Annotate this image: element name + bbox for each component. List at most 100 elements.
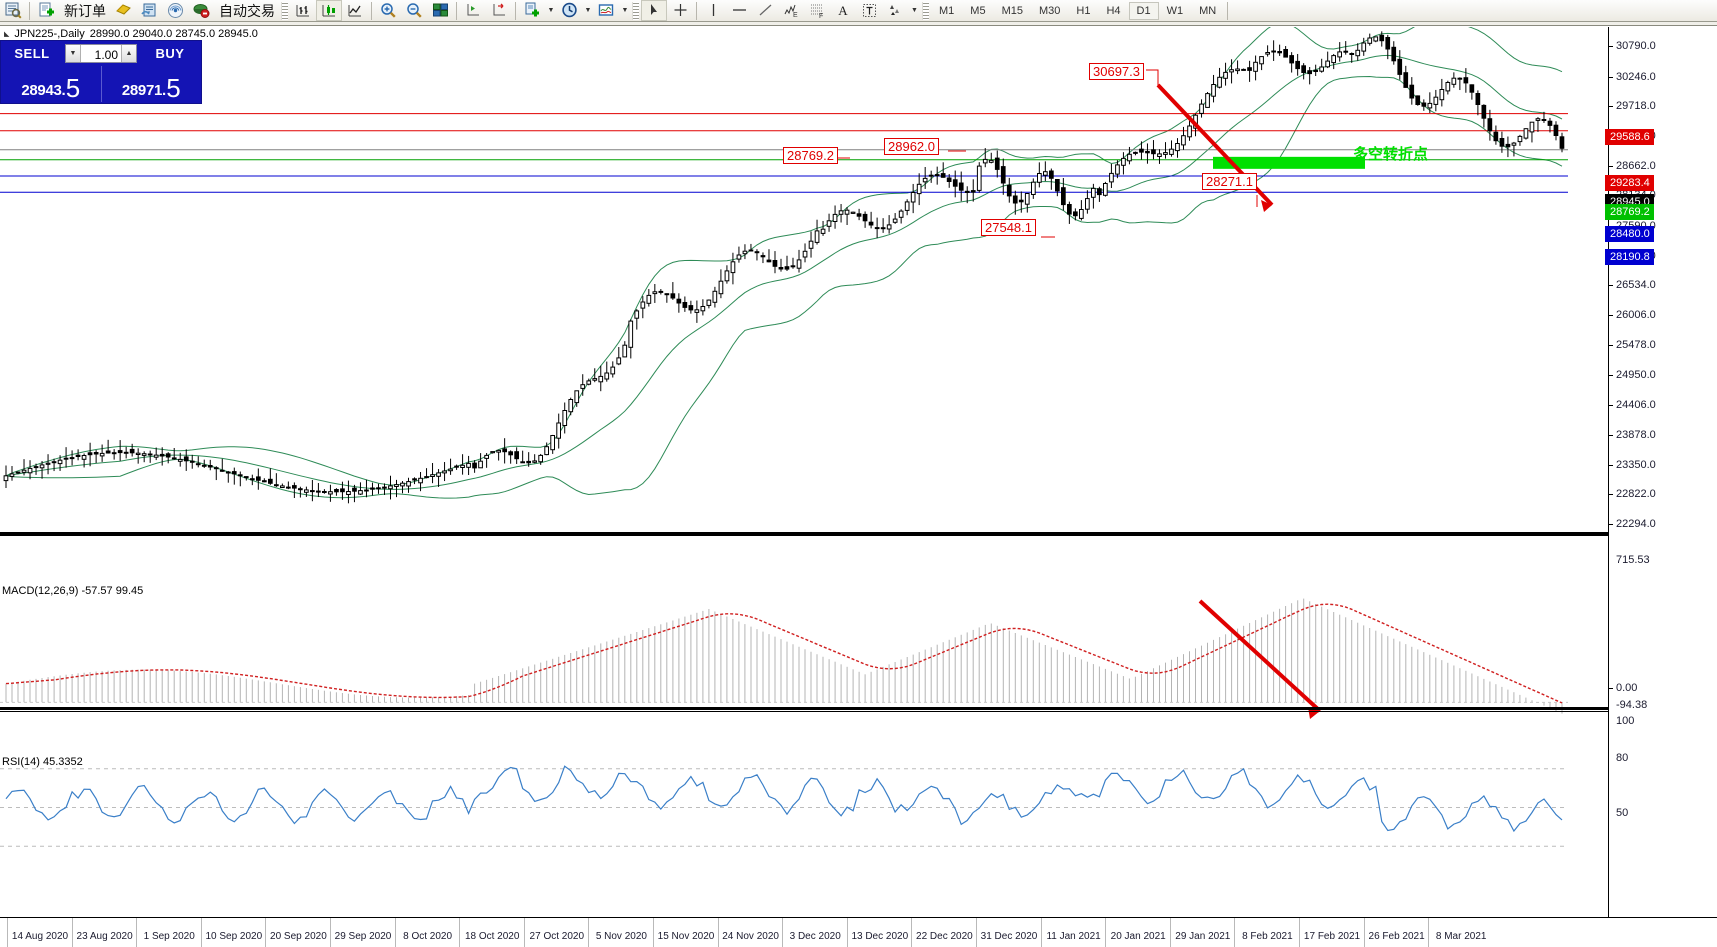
price-tag[interactable]: 29283.4: [1605, 175, 1654, 191]
price-scale[interactable]: 30790.030246.029718.029190.028662.028134…: [1605, 27, 1717, 917]
rsi-label: RSI(14) 45.3352: [2, 756, 83, 768]
time-tick-label: 24 Nov 2020: [722, 931, 779, 942]
templates-icon[interactable]: [593, 0, 619, 21]
new-order-label[interactable]: 新订单: [64, 3, 106, 20]
price-tick-label: 24406.0: [1616, 399, 1656, 412]
buy-price-dot: .: [162, 82, 167, 99]
price-tick-label: 26534.0: [1616, 279, 1656, 292]
periods-icon[interactable]: [556, 0, 582, 21]
vertical-line-icon[interactable]: [700, 0, 726, 21]
price-tag[interactable]: 28480.0: [1605, 226, 1654, 242]
toolbar-grip[interactable]: [922, 1, 929, 20]
price-tag[interactable]: 29588.6: [1605, 129, 1654, 145]
rsi-tick-label: 100: [1616, 715, 1635, 727]
time-tick: [200, 918, 202, 947]
zoom-in-icon[interactable]: [375, 0, 401, 21]
time-tick-label: 1 Sep 2020: [143, 931, 195, 942]
macd-chart-svg: [0, 598, 1568, 719]
toolbar-grip[interactable]: [632, 1, 639, 20]
toolbar-grip[interactable]: [281, 1, 288, 20]
timeframe-m15[interactable]: M15: [1001, 4, 1023, 17]
indicator-dropdown-icon[interactable]: ▼: [547, 7, 555, 14]
annotation-chinese-note[interactable]: 多空转折点: [1353, 145, 1429, 163]
price-pane[interactable]: [0, 27, 1608, 532]
price-tick: [1609, 106, 1613, 108]
sell-button[interactable]: SELL: [14, 46, 50, 61]
shapes-dropdown-icon[interactable]: ▼: [911, 7, 918, 14]
time-tick: [782, 918, 784, 947]
time-tick-label: 8 Oct 2020: [403, 931, 453, 942]
volume-decrease-icon[interactable]: ▼: [66, 45, 81, 62]
time-tick-label: 8 Feb 2021: [1242, 931, 1293, 942]
toolbar-separator: [456, 1, 457, 20]
expert-advisors-icon[interactable]: [136, 0, 162, 21]
timeframe-m1[interactable]: M1: [939, 4, 955, 17]
timeframe-m5[interactable]: M5: [970, 4, 986, 17]
volume-increase-icon[interactable]: ▲: [121, 45, 136, 62]
time-axis[interactable]: 14 Aug 2020 23 Aug 2020 1 Sep 2020 10 Sep 2…: [0, 917, 1717, 947]
add-indicator-icon[interactable]: [519, 0, 545, 21]
buy-price[interactable]: 28971. 5: [102, 66, 202, 102]
fibonacci-icon[interactable]: F: [804, 0, 830, 21]
timeframe-d1[interactable]: D1: [1128, 1, 1159, 20]
line-chart-icon[interactable]: [342, 0, 368, 21]
time-tick-label: 29 Jan 2021: [1175, 931, 1231, 942]
chart-container[interactable]: MACD(12,26,9) -57.57 99.45 RSI(14) 45.33…: [0, 27, 1717, 947]
crosshair-icon[interactable]: [667, 0, 693, 21]
price-tick-label: 30246.0: [1616, 70, 1656, 83]
zoom-out-icon[interactable]: [401, 0, 427, 21]
time-tick-label: 20 Jan 2021: [1110, 931, 1166, 942]
periods-dropdown-icon[interactable]: ▼: [584, 7, 592, 14]
elliott-wave-icon[interactable]: E: [778, 0, 804, 21]
time-tick-label: 14 Aug 2020: [11, 931, 69, 942]
autotrading-label[interactable]: 自动交易: [219, 3, 275, 20]
price-tag[interactable]: 28769.2: [1605, 204, 1654, 220]
annotation-peak[interactable]: 30697.3: [1089, 63, 1144, 80]
symbol-ohlc: 28990.0 29040.0 28745.0 28945.0: [89, 27, 258, 40]
time-tick-label: 17 Feb 2021: [1303, 931, 1361, 942]
tile-windows-icon[interactable]: [427, 0, 453, 21]
text-label-icon[interactable]: [856, 0, 882, 21]
timeframe-h4[interactable]: H4: [1106, 4, 1121, 17]
metaeditor-icon[interactable]: [110, 0, 136, 21]
buy-button[interactable]: BUY: [155, 46, 185, 61]
sell-price[interactable]: 28943. 5: [1, 66, 101, 102]
annotation-low[interactable]: 27548.1: [981, 219, 1036, 236]
cursor-icon[interactable]: [641, 0, 667, 21]
autotrading-icon[interactable]: [188, 0, 214, 21]
price-tick: [1609, 165, 1613, 167]
new-order-icon[interactable]: [33, 0, 59, 21]
annotation-mid-high[interactable]: 28962.0: [884, 138, 939, 155]
shapes-icon[interactable]: [882, 0, 908, 21]
time-tick: [588, 918, 590, 947]
text-icon[interactable]: A: [838, 2, 848, 18]
rsi-pane[interactable]: [0, 739, 1608, 884]
price-tick: [1609, 76, 1613, 78]
macd-pane[interactable]: [0, 583, 1608, 735]
time-tick: [717, 918, 719, 947]
bar-chart-icon[interactable]: [290, 0, 316, 21]
time-tick: [523, 918, 525, 947]
timeframe-mn[interactable]: MN: [1199, 4, 1217, 17]
horizontal-line-icon[interactable]: [726, 0, 752, 21]
templates-dropdown-icon[interactable]: ▼: [621, 7, 629, 14]
collapse-icon[interactable]: ◣: [4, 30, 10, 38]
annotation-swing-low[interactable]: 28271.1: [1202, 173, 1257, 190]
toolbar-separator: [515, 1, 516, 20]
timeframe-w1[interactable]: W1: [1166, 4, 1184, 17]
price-tag[interactable]: 28190.8: [1605, 249, 1654, 265]
time-tick: [846, 918, 848, 947]
trendline-icon[interactable]: [752, 0, 778, 21]
volume-stepper[interactable]: ▼ 1.00 ▲: [65, 44, 137, 63]
price-tick: [1609, 315, 1613, 317]
signals-icon[interactable]: [162, 0, 188, 21]
chart-shift-icon[interactable]: [486, 0, 512, 21]
candlestick-chart-icon[interactable]: [316, 0, 342, 21]
timeframe-h1[interactable]: H1: [1076, 4, 1091, 17]
timeframe-m30[interactable]: M30: [1038, 4, 1061, 17]
annotation-support[interactable]: 28769.2: [783, 147, 838, 164]
price-tick-label: 30790.0: [1616, 40, 1656, 52]
auto-scroll-icon[interactable]: [460, 0, 486, 21]
market-watch-icon[interactable]: [0, 0, 26, 21]
volume-input[interactable]: 1.00: [94, 48, 118, 62]
